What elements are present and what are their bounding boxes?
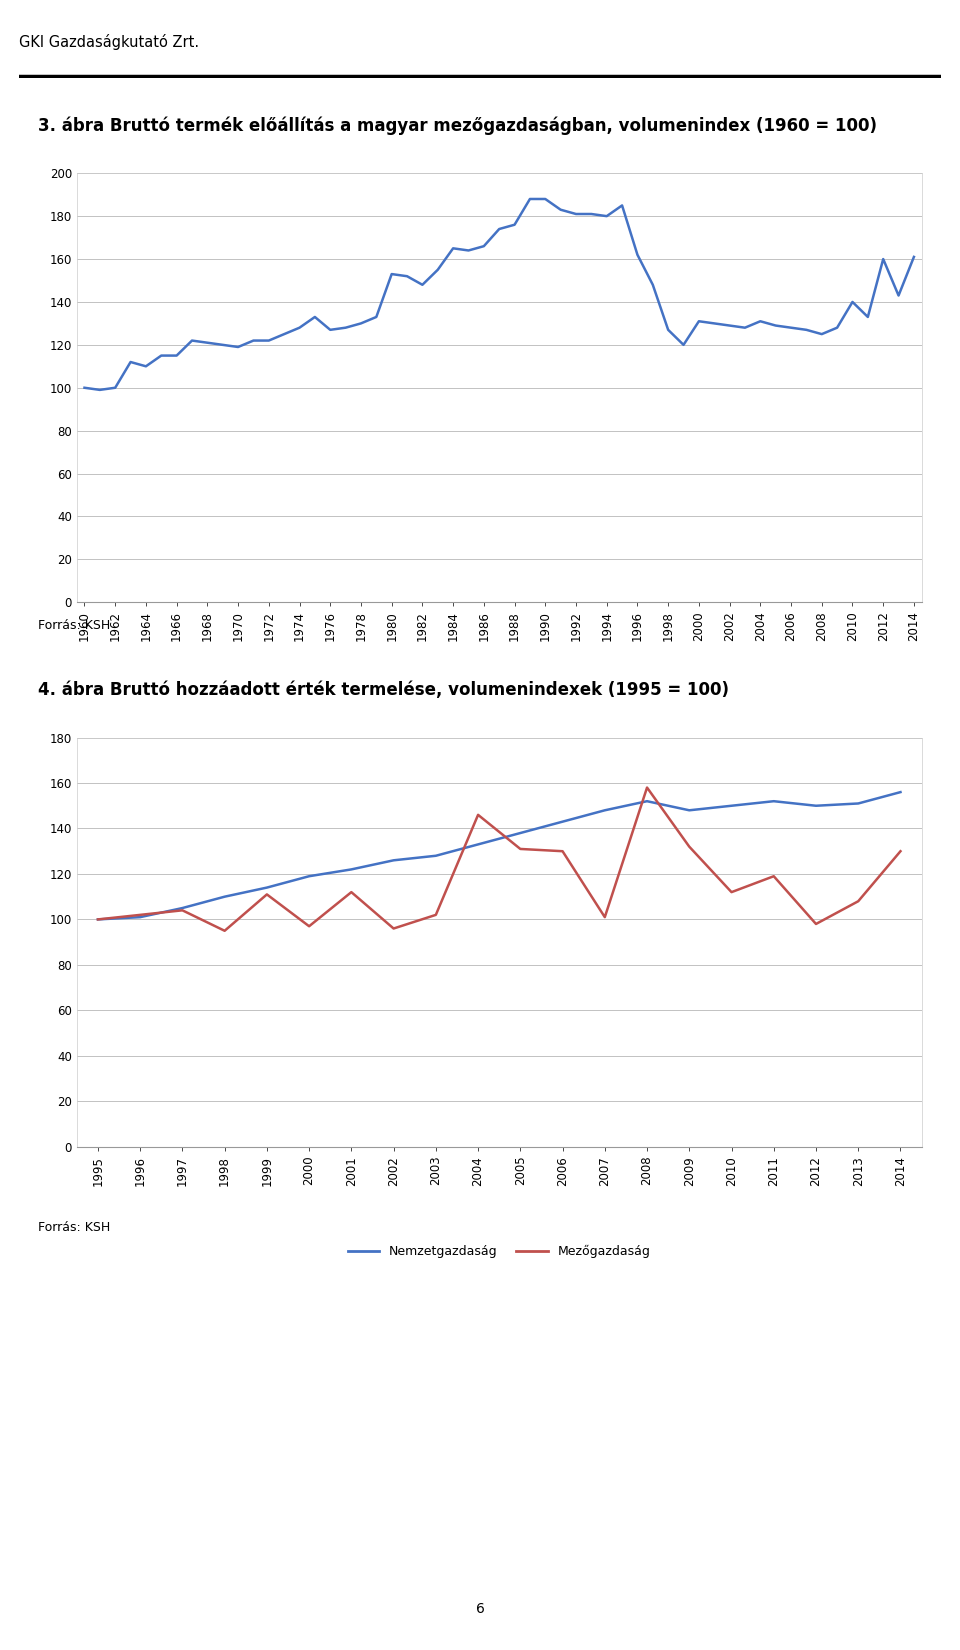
Text: 3. ábra Bruttó termék előállítás a magyar mezőgazdaságban, volumenindex (1960 = : 3. ábra Bruttó termék előállítás a magya… — [38, 116, 877, 135]
Text: Forrás: KSH: Forrás: KSH — [38, 1221, 110, 1234]
Text: GKI Gazdaságkutató Zrt.: GKI Gazdaságkutató Zrt. — [19, 35, 200, 50]
Text: 6: 6 — [475, 1602, 485, 1615]
Text: Forrás: KSH: Forrás: KSH — [38, 619, 110, 632]
Legend: Nemzetgazdaság, Mezőgazdaság: Nemzetgazdaság, Mezőgazdaság — [343, 1241, 656, 1264]
Text: 4. ábra Bruttó hozzáadott érték termelése, volumenindexek (1995 = 100): 4. ábra Bruttó hozzáadott érték termelés… — [38, 681, 730, 698]
